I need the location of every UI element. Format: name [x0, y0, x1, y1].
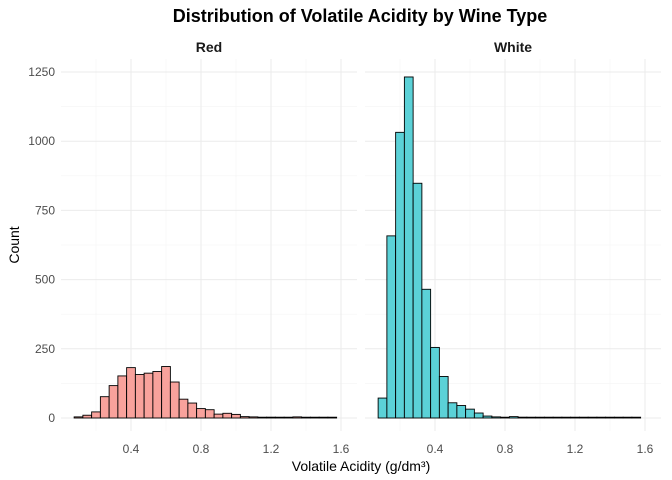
histogram-bar	[239, 416, 250, 419]
histogram-bar	[73, 416, 84, 419]
y-axis-label: Count	[6, 226, 22, 263]
histogram-bar	[248, 416, 259, 419]
histogram-bar	[622, 416, 633, 419]
y-tick-label: 250	[35, 342, 55, 356]
histogram-bar	[508, 416, 519, 419]
histogram-bar	[465, 408, 475, 419]
histogram-bar	[274, 416, 285, 419]
facet-strip-label: Red	[196, 39, 222, 55]
histogram-bar	[605, 416, 615, 419]
x-tick-label: 1.6	[637, 442, 654, 456]
facet-panel-red: Red 0.4 0.8 1.2 1.6	[61, 39, 357, 456]
histogram-bar	[283, 416, 294, 419]
histogram-bar	[187, 402, 198, 419]
histogram-bar	[403, 76, 414, 419]
histogram-bar	[517, 416, 528, 419]
histogram-bar	[178, 398, 189, 419]
y-tick-label: 500	[35, 273, 55, 287]
y-tick-label: 750	[35, 203, 55, 217]
histogram-bar	[257, 416, 268, 419]
histogram-bar	[143, 372, 154, 419]
histogram-bar	[318, 416, 329, 419]
histogram-bar	[213, 413, 224, 419]
histogram-bar	[421, 288, 432, 419]
histogram-bar	[134, 374, 145, 419]
x-axis-label: Volatile Acidity (g/dm³)	[292, 458, 431, 474]
x-tick-label: 0.4	[123, 442, 140, 456]
histogram-bar	[117, 375, 128, 419]
histogram-bar	[204, 409, 215, 419]
x-tick-label: 1.2	[263, 442, 280, 456]
histogram-bar	[222, 412, 233, 419]
x-tick-label: 1.6	[333, 442, 350, 456]
histogram-bar	[613, 416, 624, 419]
histogram-bar	[161, 366, 171, 419]
histogram-bar	[309, 416, 320, 419]
histogram-bar	[438, 376, 449, 419]
histogram-bar	[377, 397, 388, 419]
chart-title: Distribution of Volatile Acidity by Wine…	[173, 6, 548, 26]
histogram-bar	[152, 371, 163, 419]
x-tick-label: 0.8	[497, 442, 514, 456]
histogram-bar	[535, 416, 545, 419]
facet-panel-white: White 0.4 0.8 1.2 1.6	[365, 39, 661, 456]
y-tick-label: 0	[48, 411, 55, 425]
histogram-bar	[500, 416, 510, 419]
histogram-bar	[570, 416, 580, 419]
histogram-bar	[491, 416, 502, 419]
histogram-bar	[266, 416, 276, 419]
histogram-bar	[631, 416, 642, 419]
histogram-bar	[526, 416, 537, 419]
histogram-bar	[587, 416, 598, 419]
histogram-bar	[82, 414, 93, 419]
histogram-bar	[596, 416, 607, 419]
histogram-bar	[301, 416, 311, 419]
facet-strip-label: White	[494, 39, 532, 55]
x-tick-label: 1.2	[567, 442, 584, 456]
histogram-bar	[196, 408, 206, 419]
histogram-bar	[169, 381, 180, 419]
y-axis-ticks: 0 250 500 750 1000 1250	[28, 65, 55, 425]
histogram-bar	[412, 182, 423, 419]
histogram-bar	[543, 416, 554, 419]
histogram-bar	[395, 131, 405, 419]
histogram-bar	[108, 385, 119, 419]
histogram-bar	[430, 346, 440, 419]
y-tick-label: 1250	[28, 65, 55, 79]
histogram-bar	[292, 416, 303, 419]
histogram-bar	[456, 405, 467, 419]
histogram-bar	[473, 412, 484, 419]
histogram-bar	[482, 415, 493, 419]
histogram-bar	[578, 416, 589, 419]
histogram-bar	[126, 367, 136, 419]
histogram-bar	[552, 416, 563, 419]
histogram-bar	[447, 402, 458, 419]
histogram-bar	[561, 416, 572, 419]
histogram-bar	[91, 411, 101, 419]
histogram-bar	[327, 416, 338, 419]
x-tick-label: 0.8	[193, 442, 210, 456]
histogram-bar	[99, 396, 110, 419]
histogram-bar	[231, 413, 241, 419]
facet-panels: Red 0.4 0.8 1.2 1.6 White 0.4 0.8 1.2 1.6	[61, 39, 661, 456]
x-tick-label: 0.4	[427, 442, 444, 456]
y-tick-label: 1000	[28, 134, 55, 148]
histogram-bar	[386, 235, 397, 419]
